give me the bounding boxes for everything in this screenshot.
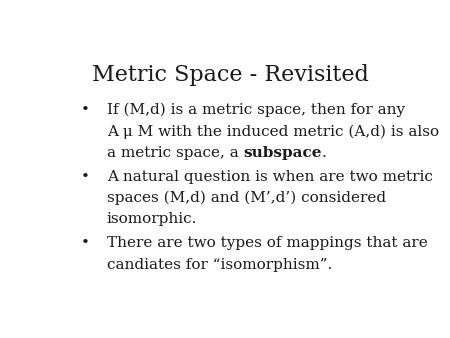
Text: •: • <box>81 103 90 117</box>
Text: •: • <box>81 170 90 184</box>
Text: a metric space, a: a metric space, a <box>107 146 243 160</box>
Text: If (M,d) is a metric space, then for any: If (M,d) is a metric space, then for any <box>107 103 405 117</box>
Text: .: . <box>322 146 327 160</box>
Text: candiates for “isomorphism”.: candiates for “isomorphism”. <box>107 258 332 272</box>
Text: A μ M with the induced metric (A,d) is also: A μ M with the induced metric (A,d) is a… <box>107 124 439 139</box>
Text: •: • <box>81 236 90 250</box>
Text: There are two types of mappings that are: There are two types of mappings that are <box>107 236 427 250</box>
Text: isomorphic.: isomorphic. <box>107 212 197 226</box>
Text: Metric Space - Revisited: Metric Space - Revisited <box>92 64 369 86</box>
Text: subspace: subspace <box>243 146 322 160</box>
Text: spaces (M,d) and (M’,d’) considered: spaces (M,d) and (M’,d’) considered <box>107 191 386 206</box>
Text: A natural question is when are two metric: A natural question is when are two metri… <box>107 170 433 184</box>
